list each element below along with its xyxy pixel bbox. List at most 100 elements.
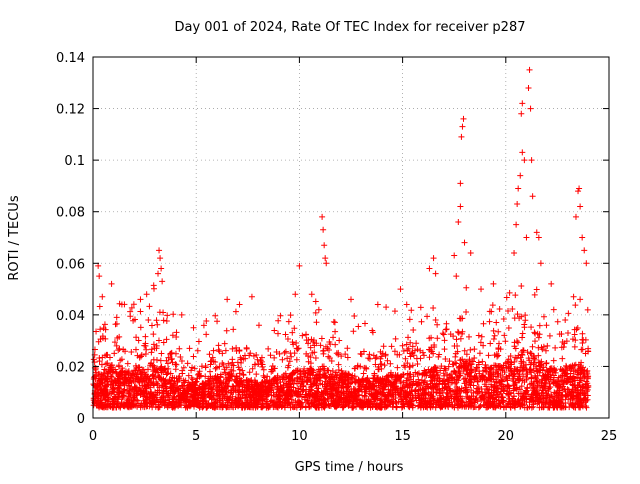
roti-point: [565, 310, 572, 317]
roti-point: [330, 392, 337, 399]
roti-point: [393, 404, 400, 411]
roti-point: [570, 293, 577, 300]
roti-point: [511, 249, 518, 256]
roti-point: [248, 293, 255, 300]
roti-point: [158, 350, 165, 357]
roti-point: [442, 326, 449, 333]
roti-point: [150, 375, 157, 382]
roti-point: [115, 403, 122, 410]
roti-point: [320, 363, 327, 370]
roti-point: [463, 284, 470, 291]
roti-point: [467, 346, 474, 353]
roti-point: [236, 396, 243, 403]
roti-point: [430, 384, 437, 391]
roti-point: [516, 367, 523, 374]
roti-point: [232, 395, 239, 402]
roti-point: [317, 366, 324, 373]
roti-point: [436, 403, 443, 410]
roti-point: [497, 363, 504, 370]
roti-point: [342, 383, 349, 390]
roti-point: [115, 385, 122, 392]
roti-point: [163, 336, 170, 343]
roti-point: [194, 347, 201, 354]
roti-point: [371, 375, 378, 382]
roti-point: [137, 404, 144, 411]
roti-point: [307, 344, 314, 351]
roti-point: [237, 354, 244, 361]
roti-point: [433, 389, 440, 396]
roti-point: [186, 345, 193, 352]
roti-point: [495, 340, 502, 347]
roti-point: [459, 315, 466, 322]
roti-point: [101, 321, 108, 328]
roti-point: [456, 402, 463, 409]
roti-point: [466, 333, 473, 340]
roti-point: [573, 326, 580, 333]
roti-point: [343, 395, 350, 402]
roti-point: [264, 386, 271, 393]
roti-point: [340, 403, 347, 410]
roti-point: [190, 385, 197, 392]
roti-point: [243, 387, 250, 394]
roti-point: [219, 403, 226, 410]
roti-point: [530, 384, 537, 391]
roti-point: [461, 347, 468, 354]
roti-point: [519, 330, 526, 337]
roti-point: [418, 318, 425, 325]
roti-point: [190, 390, 197, 397]
roti-point: [326, 339, 333, 346]
roti-point: [454, 343, 461, 350]
roti-point: [483, 377, 490, 384]
roti-point: [522, 312, 529, 319]
roti-point: [170, 311, 177, 318]
roti-point: [513, 221, 520, 228]
roti-point: [151, 285, 158, 292]
roti-point: [355, 387, 362, 394]
roti-point: [434, 321, 441, 328]
roti-point: [429, 377, 436, 384]
roti-point: [430, 305, 437, 312]
roti-point: [271, 365, 278, 372]
roti-point: [582, 403, 589, 410]
roti-point: [131, 383, 138, 390]
roti-point: [569, 336, 576, 343]
roti-point: [562, 392, 569, 399]
roti-point: [407, 371, 414, 378]
roti-point: [571, 343, 578, 350]
roti-point: [476, 368, 483, 375]
roti-point: [533, 229, 540, 236]
roti-point: [550, 357, 557, 364]
roti-point: [550, 374, 557, 381]
roti-point: [324, 386, 331, 393]
roti-point: [173, 329, 180, 336]
roti-point: [378, 395, 385, 402]
roti-point: [444, 376, 451, 383]
roti-point: [117, 404, 124, 411]
roti-point: [96, 303, 103, 310]
roti-point: [432, 316, 439, 323]
y-tick-label: 0.1: [64, 154, 85, 169]
roti-point: [167, 350, 174, 357]
roti-point: [207, 375, 214, 382]
roti-point: [97, 326, 104, 333]
roti-point: [415, 381, 422, 388]
roti-point: [288, 353, 295, 360]
roti-point: [130, 301, 137, 308]
roti-point: [389, 381, 396, 388]
roti-point: [320, 348, 327, 355]
roti-point: [178, 382, 185, 389]
roti-point: [382, 401, 389, 408]
roti-point: [478, 386, 485, 393]
roti-point: [470, 358, 477, 365]
roti-point: [168, 377, 175, 384]
roti-point: [363, 365, 370, 372]
roti-point: [542, 371, 549, 378]
roti-point: [500, 315, 507, 322]
roti-point: [309, 350, 316, 357]
roti-point: [210, 347, 217, 354]
roti-point: [350, 394, 357, 401]
roti-point: [530, 386, 537, 393]
roti-point: [160, 394, 167, 401]
y-tick-label: 0: [77, 412, 85, 427]
roti-point: [479, 394, 486, 401]
